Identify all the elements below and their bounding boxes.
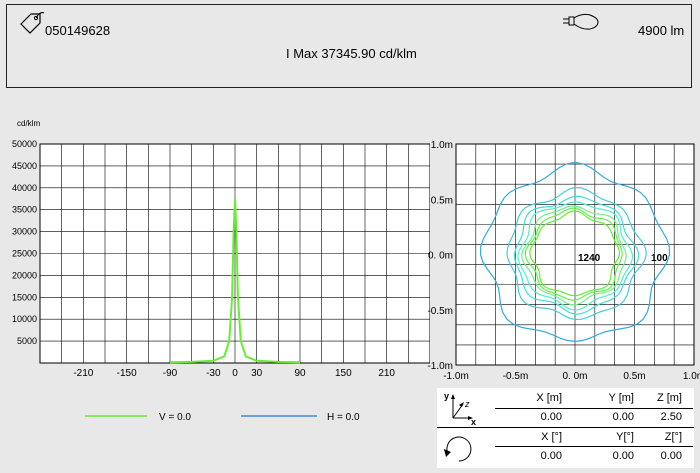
isolux-contour-2 [513, 195, 640, 315]
pos-header-z: Z [m] [656, 392, 682, 404]
intensity-x-tick-label: -150 [117, 368, 137, 379]
intensity-y-tick-label: 15000 [12, 292, 37, 302]
intensity-x-tick-label: -90 [163, 368, 178, 379]
pos-value-x: 0.00 [540, 411, 562, 423]
rot-value-y: 0.00 [612, 450, 634, 462]
contour-label-outer: 100 [651, 253, 668, 264]
intensity-x-ticks: -210 -150 -90 -30 0 30 90 150 210 [73, 368, 395, 379]
rot-header-x: X [°] [541, 431, 562, 443]
position-rotation-table: y z x X [m] Y [m] Z [m] 0.00 0.00 2.50 X… [437, 388, 694, 468]
rot-header-rule [495, 446, 693, 447]
intensity-grid [39, 143, 430, 364]
intensity-y-tick-label: 25000 [12, 249, 37, 259]
pos-header-x: X [m] [536, 392, 562, 404]
intensity-y-tick-label: 45000 [12, 161, 37, 171]
rot-header-y: Y[°] [616, 431, 634, 443]
imax-value: I Max 37345.90 cd/klm [286, 46, 417, 61]
rot-value-x: 0.00 [540, 450, 562, 462]
intensity-x-tick-label: 90 [294, 368, 306, 379]
intensity-x-tick-label: 150 [335, 368, 352, 379]
intensity-x-tick-label: -210 [73, 368, 93, 379]
isolux-contour-5 [524, 207, 623, 301]
intensity-y-tick-label: 40000 [12, 183, 37, 193]
pos-header-rule [495, 408, 693, 409]
isolux-y-tick-label: -0.5m [427, 306, 453, 317]
intensity-x-tick-label: 30 [251, 368, 263, 379]
intensity-x-tick-label: 0 [232, 368, 238, 379]
lamp-bulb-icon [563, 13, 599, 30]
intensity-y-tick-label: 35000 [12, 205, 37, 215]
isolux-y-tick-label: 0. 0m [428, 251, 453, 262]
isolux-contour-4 [520, 205, 627, 306]
isolux-y-ticks: 1.0m 0.5m 0. 0m -0.5m -1.0m [427, 140, 453, 372]
intensity-y-tick-label: 30000 [12, 227, 37, 237]
y-axis-unit-label: cd/klm [17, 119, 40, 128]
isolux-x-tick-label: -1.0m [443, 371, 469, 380]
isolux-x-tick-label: 1.0m [683, 371, 700, 380]
rot-value-z: 0.00 [660, 450, 682, 462]
isolux-y-tick-label: -1.0m [427, 361, 453, 372]
legend-h-label: H = 0.0 [327, 412, 360, 423]
axis-z-letter: z [464, 399, 470, 409]
intensity-y-tick-label: 50000 [12, 139, 37, 149]
isolux-contour-0 [479, 161, 671, 343]
header-panel [6, 4, 692, 88]
intensity-series-line-0 [169, 199, 301, 364]
rot-header-z: Z[°] [664, 431, 682, 443]
isolux-contours [479, 161, 671, 343]
isolux-contour-1 [506, 186, 647, 321]
pos-value-y: 0.00 [612, 411, 634, 423]
intensity-y-tick-label: 5000 [17, 336, 37, 346]
intensity-x-tick-label: 210 [378, 368, 395, 379]
isolux-contour-3 [517, 201, 634, 311]
isolux-y-tick-label: 1.0m [431, 140, 453, 151]
intensity-y-tick-label: 10000 [12, 314, 37, 324]
pos-header-y: Y [m] [608, 392, 634, 404]
axis-x-letter: x [471, 417, 476, 426]
intensity-chart: cd/klm 5000 10000 15000 20000 25000 30000 3500… [12, 119, 430, 423]
intensity-y-tick-label: 20000 [12, 270, 37, 280]
isolux-contour-6 [529, 210, 621, 297]
isolux-x-tick-label: 0.5m [623, 371, 645, 380]
legend-v-label: V = 0.0 [159, 412, 191, 423]
intensity-x-tick-label: -30 [206, 368, 221, 379]
isolux-chart: 1.0m 0.5m 0. 0m -0.5m -1.0m -1.0m -0.5m 0. 0m 0… [427, 140, 700, 380]
intensity-y-ticks: 5000 10000 15000 20000 25000 30000 35000 40000 4… [12, 139, 37, 346]
rotation-arrow-icon [444, 436, 472, 462]
luminaire-id: 050149628 [45, 23, 111, 38]
isolux-x-tick-label: 0. 0m [562, 371, 587, 380]
price-tag-icon [20, 12, 45, 34]
contour-label-inner: 1240 [578, 253, 601, 264]
pos-value-z: 2.50 [660, 411, 682, 423]
table-divider [437, 427, 694, 428]
isolux-x-ticks: -1.0m -0.5m 0. 0m 0.5m 1.0m [443, 371, 700, 380]
xyz-axes-icon: y z x [444, 391, 476, 426]
isolux-x-tick-label: -0.5m [503, 371, 529, 380]
luminous-flux: 4900 lm [638, 23, 685, 38]
axis-y-letter: y [444, 391, 449, 401]
intensity-series [169, 199, 301, 364]
isolux-y-tick-label: 0.5m [431, 195, 453, 206]
isolux-grid [455, 143, 695, 366]
